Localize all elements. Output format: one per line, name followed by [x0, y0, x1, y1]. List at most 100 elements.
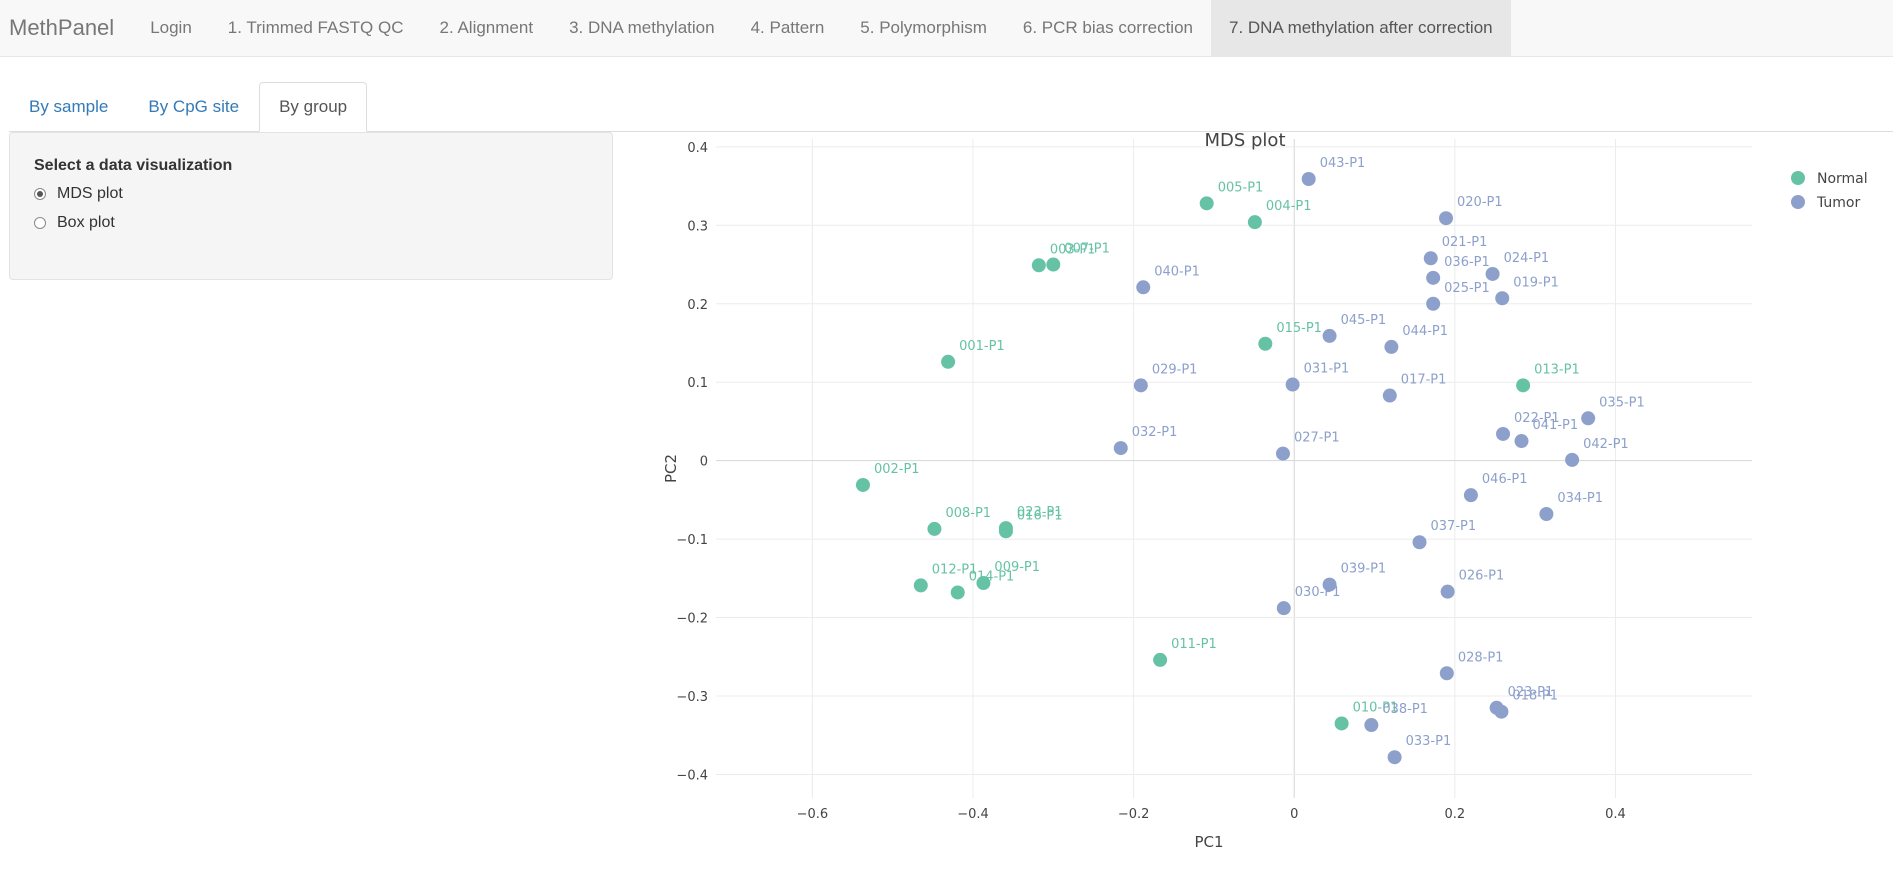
normal-point[interactable]	[950, 585, 965, 600]
point-label: 009-P1	[994, 560, 1040, 575]
legend-label-tumor[interactable]: Tumor	[1816, 195, 1861, 211]
y-tick-label: 0	[700, 455, 708, 470]
app-brand[interactable]: MethPanel	[9, 15, 115, 40]
tumor-point[interactable]	[1301, 172, 1316, 187]
tab-by-group[interactable]: By group	[259, 82, 368, 132]
point-label: 029-P1	[1152, 362, 1198, 377]
tumor-point[interactable]	[1440, 584, 1455, 599]
point-label: 042-P1	[1583, 437, 1629, 452]
point-label: 015-P1	[1276, 321, 1322, 336]
tumor-point[interactable]	[1322, 328, 1337, 343]
tumor-point[interactable]	[1485, 266, 1500, 281]
point-label: 033-P1	[1406, 734, 1452, 749]
y-tick-label: −0.1	[676, 533, 708, 548]
normal-point[interactable]	[927, 521, 942, 536]
legend-marker-tumor[interactable]	[1791, 195, 1805, 209]
tumor-point[interactable]	[1495, 291, 1510, 306]
box-plot-label: Box plot	[57, 214, 115, 231]
tumor-point[interactable]	[1463, 488, 1478, 503]
tumor-point[interactable]	[1276, 601, 1291, 616]
point-label: 003-P1	[1050, 242, 1096, 257]
x-tick-label: −0.2	[1118, 807, 1150, 822]
tumor-point[interactable]	[1439, 211, 1454, 226]
chart-title: MDS plot	[1204, 130, 1285, 151]
nav-item-login[interactable]: Login	[150, 18, 192, 37]
y-tick-label: 0.1	[687, 376, 708, 391]
point-label: 018-P1	[1512, 689, 1558, 704]
visualization-panel: Select a data visualization MDS plot Box…	[9, 132, 613, 280]
box-plot-radio[interactable]	[34, 217, 46, 229]
y-tick-label: −0.2	[676, 612, 708, 627]
y-tick-label: 0.4	[687, 141, 708, 156]
point-label: 001-P1	[959, 339, 1005, 354]
tumor-point[interactable]	[1136, 280, 1151, 295]
point-label: 023-P1	[1017, 505, 1063, 520]
tumor-point[interactable]	[1494, 704, 1509, 719]
nav-item-pcr-bias-correction[interactable]: 6. PCR bias correction	[1022, 18, 1193, 37]
nav-item-dna-methylation-after-correction[interactable]: 7. DNA methylation after correction	[1210, 0, 1511, 56]
y-tick-label: −0.3	[676, 690, 708, 705]
point-label: 022-P1	[1514, 411, 1560, 426]
tumor-point[interactable]	[1514, 434, 1529, 449]
point-label: 004-P1	[1266, 199, 1312, 214]
mds-plot-svg[interactable]: −0.6 −0.4 −0.2 0 0.2 0.4 0.4 0.3 0.2 0.1 0 −0.1 −0.2…	[640, 125, 1893, 868]
tumor-point[interactable]	[1364, 718, 1379, 733]
nav-item-dna-methylation[interactable]: 3. DNA methylation	[569, 18, 715, 37]
mds-plot-label: MDS plot	[57, 185, 123, 202]
nav-item-pattern[interactable]: 4. Pattern	[750, 18, 825, 37]
legend-label-normal[interactable]: Normal	[1817, 171, 1868, 187]
tumor-point[interactable]	[1113, 441, 1128, 456]
normal-point[interactable]	[1334, 716, 1349, 731]
tab-by-cpg-site[interactable]: By CpG site	[148, 96, 240, 116]
tumor-point[interactable]	[1384, 339, 1399, 354]
y-tick-label: 0.3	[687, 219, 708, 234]
tumor-point[interactable]	[1275, 446, 1290, 461]
tumor-point[interactable]	[1439, 666, 1454, 681]
normal-point[interactable]	[1247, 215, 1262, 230]
nav-item-trimmed-fastq-qc[interactable]: 1. Trimmed FASTQ QC	[227, 18, 404, 37]
normal-point[interactable]	[1031, 258, 1046, 273]
tumor-point[interactable]	[1412, 535, 1427, 550]
normal-point[interactable]	[1258, 336, 1273, 351]
x-tick-label: 0	[1290, 807, 1298, 822]
nav-item-polymorphism[interactable]: 5. Polymorphism	[860, 18, 987, 37]
x-tick-label: −0.6	[797, 807, 829, 822]
box-plot-option[interactable]: Box plot	[34, 214, 588, 232]
normal-point[interactable]	[1199, 196, 1214, 211]
tumor-point[interactable]	[1322, 577, 1337, 592]
tab-by-sample[interactable]: By sample	[29, 96, 109, 116]
point-label: 020-P1	[1457, 195, 1503, 210]
point-label: 011-P1	[1171, 637, 1217, 652]
tumor-point[interactable]	[1496, 426, 1511, 441]
tumor-point[interactable]	[1426, 270, 1441, 285]
tumor-point[interactable]	[1382, 388, 1397, 403]
normal-point[interactable]	[1046, 257, 1061, 272]
top-navbar: MethPanel Login 1. Trimmed FASTQ QC 2. A…	[0, 0, 1893, 57]
point-label: 010-P1	[1353, 700, 1399, 715]
point-label: 037-P1	[1431, 519, 1477, 534]
mds-plot-option[interactable]: MDS plot	[34, 185, 588, 203]
nav-item-alignment[interactable]: 2. Alignment	[439, 18, 534, 37]
point-label: 027-P1	[1294, 431, 1340, 446]
normal-point[interactable]	[913, 578, 928, 593]
normal-point[interactable]	[941, 354, 956, 369]
point-label: 041-P1	[1533, 418, 1579, 433]
point-label: 030-P1	[1295, 585, 1341, 600]
tumor-point[interactable]	[1565, 452, 1580, 467]
y-tick-label: −0.4	[676, 768, 708, 783]
tumor-point[interactable]	[1426, 296, 1441, 311]
tumor-point[interactable]	[1285, 377, 1300, 392]
normal-point[interactable]	[1516, 378, 1531, 393]
mds-plot-radio[interactable]	[34, 188, 46, 200]
tumor-point[interactable]	[1423, 251, 1438, 266]
normal-point[interactable]	[855, 477, 870, 492]
point-label: 044-P1	[1402, 324, 1448, 339]
tumor-point[interactable]	[1581, 411, 1596, 426]
normal-point[interactable]	[976, 576, 991, 591]
tumor-point[interactable]	[1539, 507, 1554, 522]
tumor-point[interactable]	[1133, 378, 1148, 393]
legend-marker-normal[interactable]	[1791, 171, 1805, 185]
tumor-point[interactable]	[1387, 750, 1402, 765]
normal-point[interactable]	[998, 524, 1013, 539]
normal-point[interactable]	[1153, 652, 1168, 667]
